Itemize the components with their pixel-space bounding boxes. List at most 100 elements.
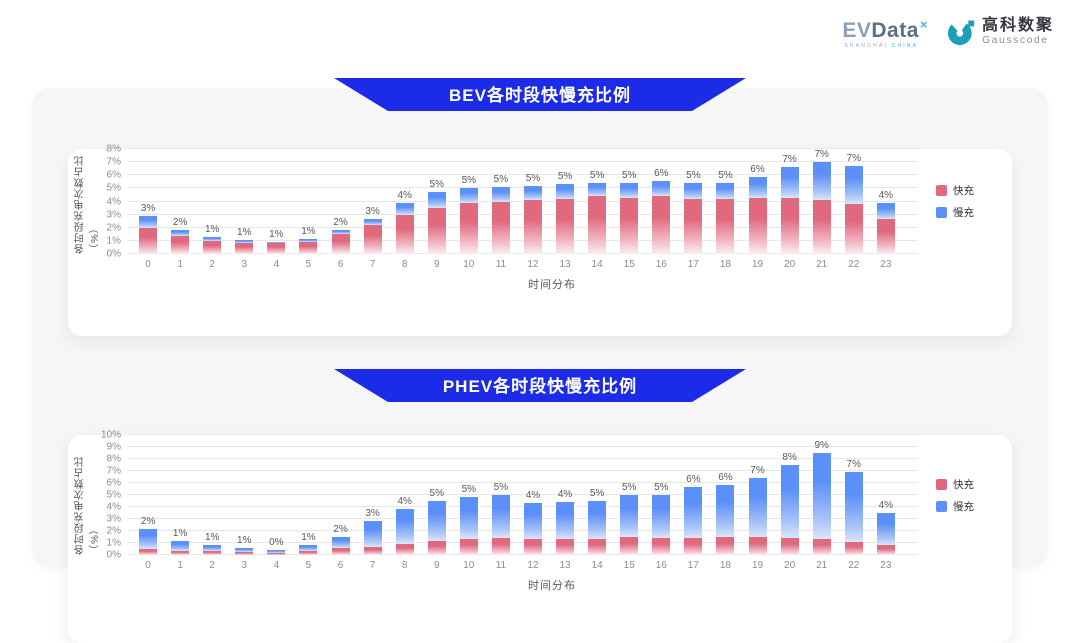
bar-segment-fast-charge bbox=[331, 547, 350, 555]
bar-total-label: 7% bbox=[846, 459, 861, 471]
bar-segment-fast-charge bbox=[556, 198, 575, 254]
x-tick-label: 7 bbox=[369, 560, 376, 571]
bar-segment-slow-charge bbox=[363, 521, 382, 547]
bar-total-label: 2% bbox=[172, 217, 188, 229]
bar-segment-fast-charge bbox=[267, 552, 286, 555]
bar-segment-slow-charge bbox=[844, 472, 863, 542]
bar-total-label: 5% bbox=[493, 174, 509, 186]
x-tick-label: 6 bbox=[337, 259, 344, 270]
legend-label: 快充 bbox=[953, 478, 974, 491]
bar-group-hour-13: 5% 13 bbox=[549, 149, 581, 270]
bar-group-hour-2: 1% 2 bbox=[196, 435, 228, 571]
x-tick-label: 15 bbox=[623, 259, 635, 270]
bar-segment-fast-charge bbox=[235, 242, 254, 254]
x-tick-label: 9 bbox=[433, 259, 440, 270]
phev-legend: 快充 慢充 bbox=[918, 435, 994, 555]
x-tick-label: 9 bbox=[433, 560, 440, 571]
bar-total-label: 5% bbox=[525, 172, 541, 184]
gausscode-cn-name: 高科数聚 bbox=[981, 17, 1054, 34]
bar-total-label: 5% bbox=[429, 488, 444, 500]
bar-group-hour-5: 1% 5 bbox=[292, 435, 324, 571]
y-tick-label: 5% bbox=[106, 182, 121, 194]
bar-total-label: 5% bbox=[557, 171, 573, 183]
gausscode-logo: 高科数聚 Gausscode bbox=[947, 17, 1054, 46]
y-tick-label: 1% bbox=[106, 235, 121, 247]
gridline bbox=[128, 226, 918, 228]
legend-swatch-icon bbox=[936, 185, 947, 196]
gridline bbox=[128, 446, 918, 447]
bar-segment-fast-charge bbox=[299, 241, 318, 254]
bar-segment-slow-charge bbox=[588, 501, 607, 540]
bar-segment-fast-charge bbox=[363, 546, 382, 555]
x-tick-label: 20 bbox=[784, 560, 796, 571]
x-tick-label: 21 bbox=[816, 560, 828, 571]
bar-total-label: 6% bbox=[686, 473, 701, 485]
bar-group-hour-16: 5% 16 bbox=[645, 435, 677, 571]
bar-total-label: 8% bbox=[782, 452, 797, 464]
bar-segment-fast-charge bbox=[171, 550, 190, 555]
bar-total-label: 5% bbox=[429, 179, 444, 191]
bar-segment-fast-charge bbox=[267, 242, 286, 254]
bar-segment-slow-charge bbox=[395, 202, 414, 215]
bar-total-label: 3% bbox=[140, 202, 156, 214]
bar-segment-fast-charge bbox=[459, 539, 478, 555]
bar-segment-slow-charge bbox=[395, 509, 414, 545]
gridline bbox=[128, 253, 918, 254]
bar-segment-slow-charge bbox=[363, 218, 382, 226]
legend-swatch-icon bbox=[936, 478, 947, 490]
bar-group-hour-13: 4% 13 bbox=[549, 435, 581, 571]
bar-segment-slow-charge bbox=[267, 549, 286, 553]
bar-total-label: 6% bbox=[654, 167, 669, 179]
bar-segment-slow-charge bbox=[748, 176, 767, 198]
bar-segment-slow-charge bbox=[588, 183, 607, 197]
x-tick-label: 8 bbox=[401, 560, 408, 571]
bar-segment-fast-charge bbox=[588, 196, 607, 254]
bar-segment-slow-charge bbox=[459, 188, 478, 203]
x-tick-label: 14 bbox=[591, 560, 603, 571]
x-tick-label: 1 bbox=[177, 560, 183, 571]
bar-group-hour-6: 2% 6 bbox=[324, 435, 356, 571]
x-tick-label: 1 bbox=[177, 259, 183, 270]
bar-segment-fast-charge bbox=[812, 200, 831, 254]
x-tick-label: 13 bbox=[559, 259, 571, 270]
bar-segment-fast-charge bbox=[748, 197, 767, 254]
bar-group-hour-23: 4% 23 bbox=[870, 435, 902, 571]
x-tick-label: 23 bbox=[880, 560, 892, 571]
bar-total-label: 5% bbox=[493, 482, 509, 494]
bar-segment-fast-charge bbox=[491, 538, 510, 555]
bev-chart-section: BEV各时段快慢充比例 各时段充电次数占比（%） 0% 1% 2% 3% 4% 5% 6% 7… bbox=[68, 78, 1012, 336]
y-tick-label: 8% bbox=[106, 453, 121, 465]
bar-total-label: 1% bbox=[204, 532, 220, 544]
y-tick-label: 9% bbox=[106, 441, 121, 453]
bar-total-label: 4% bbox=[557, 489, 573, 501]
bar-total-label: 1% bbox=[237, 226, 252, 238]
phev-y-axis-ticks: 0% 1% 2% 3% 4% 5% 6% 7% 8% 9% 10% bbox=[96, 430, 128, 561]
gridline bbox=[128, 434, 918, 435]
bar-segment-slow-charge bbox=[299, 238, 318, 242]
bar-total-label: 7% bbox=[782, 154, 797, 166]
gridline bbox=[128, 530, 918, 531]
bar-total-label: 1% bbox=[237, 534, 252, 546]
x-tick-label: 20 bbox=[784, 259, 796, 270]
bar-segment-slow-charge bbox=[620, 183, 639, 198]
bar-total-label: 5% bbox=[654, 482, 669, 494]
bar-segment-fast-charge bbox=[203, 551, 222, 555]
bar-group-hour-20: 8% 20 bbox=[774, 435, 806, 571]
bar-group-hour-11: 5% 11 bbox=[485, 435, 517, 571]
phev-chart-card: 各时段充电次数占比（%） 0% 1% 2% 3% 4% 5% 6% 7% 8% 9% 10% 2% 0… bbox=[68, 430, 1012, 643]
bar-group-hour-19: 6% 19 bbox=[741, 149, 773, 270]
bar-segment-slow-charge bbox=[876, 513, 895, 546]
x-tick-label: 0 bbox=[145, 259, 151, 270]
x-tick-label: 11 bbox=[495, 560, 507, 571]
gridline bbox=[128, 518, 918, 519]
bar-total-label: 7% bbox=[750, 465, 765, 477]
legend-label: 慢充 bbox=[953, 207, 974, 219]
bar-segment-fast-charge bbox=[716, 537, 735, 555]
x-tick-label: 11 bbox=[495, 259, 507, 270]
legend-item-fast-charge: 快充 bbox=[936, 477, 994, 492]
bar-segment-slow-charge bbox=[235, 547, 254, 552]
bar-segment-fast-charge bbox=[299, 551, 318, 555]
x-tick-label: 6 bbox=[337, 560, 344, 571]
bev-title-banner: BEV各时段快慢充比例 bbox=[334, 78, 746, 111]
bar-group-hour-17: 6% 17 bbox=[677, 435, 709, 571]
